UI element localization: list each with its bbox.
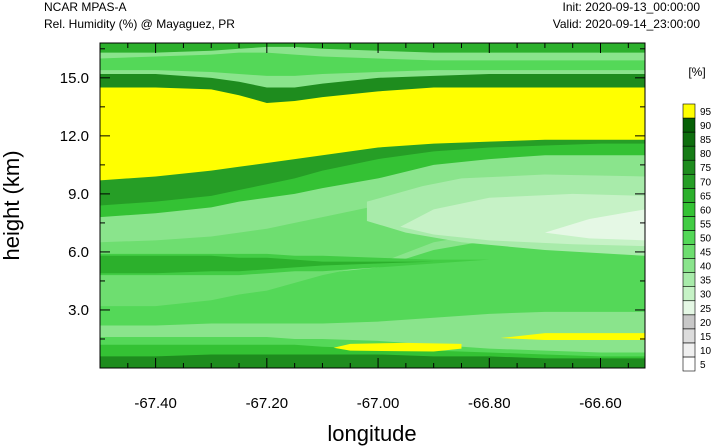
colorbar-swatch-55 (682, 216, 696, 231)
y-tick-label: 15.0 (60, 70, 89, 87)
colorbar-label: 10 (700, 346, 712, 357)
rh-band-65-9 (100, 137, 645, 206)
x-tick-label: -67.40 (134, 395, 177, 412)
y-tick-label: 6.0 (68, 244, 89, 261)
y-tick-label: 12.0 (60, 128, 89, 145)
colorbar-swatch-30 (682, 286, 696, 302)
rh-band-70-3 (100, 354, 645, 368)
colorbar-label: 40 (700, 262, 712, 273)
colorbar-swatch-60 (682, 202, 696, 217)
colorbar-swatch-75 (682, 159, 696, 175)
colorbar-swatch-10 (682, 342, 696, 358)
colorbar: 5 10 15 20 25 30 35 40 45 50 55 60 65 70 75 80 85 90 95 (682, 103, 712, 372)
y-tick-label: 3.0 (68, 302, 89, 319)
rh-band-55-7 (100, 255, 645, 274)
y-axis-title: height (km) (0, 150, 24, 260)
header-valid-time: Valid: 2020-09-14_23:00:00 (552, 17, 700, 31)
colorbar-label: 25 (700, 304, 712, 315)
colorbar-swatch-45 (682, 244, 696, 259)
rh-band-40-12 (100, 52, 645, 76)
colorbar-label: 75 (700, 163, 712, 174)
contour-field (100, 43, 645, 368)
colorbar-label: 5 (700, 360, 706, 371)
colorbar-swatch-15 (682, 328, 696, 344)
colorbar-label: 15 (700, 332, 712, 343)
x-tick-label: -66.60 (579, 395, 622, 412)
colorbar-label: 30 (700, 290, 712, 301)
colorbar-label: 65 (700, 191, 712, 202)
colorbar-swatch-90 (682, 117, 696, 133)
colorbar-swatch-80 (682, 145, 696, 161)
rh-band-95-10 (100, 85, 645, 181)
rh-patch-95-4 (500, 333, 645, 340)
colorbar-swatch-5 (682, 356, 696, 372)
rh-band-70-11 (100, 73, 645, 103)
colorbar-label: 70 (700, 177, 712, 188)
colorbar-swatch-25 (682, 300, 696, 316)
header-model-name: NCAR MPAS-A (44, 0, 127, 14)
colorbar-swatch-70 (682, 173, 696, 189)
x-axis-title: longitude (327, 421, 416, 446)
colorbar-swatch-85 (682, 131, 696, 147)
x-tick-label: -67.00 (357, 395, 400, 412)
colorbar-swatch-20 (682, 314, 696, 330)
rh-patch-95-3 (333, 342, 462, 352)
plot-frame (99, 42, 646, 369)
colorbar-swatch-65 (682, 188, 696, 203)
colorbar-swatch-40 (682, 258, 696, 273)
colorbar-swatch-95 (682, 103, 696, 119)
axis-ticks: -67.40 -67.20 -67.00 -66.80 -66.60 3.0 6.0 9.0 1… (60, 43, 645, 412)
colorbar-label: 95 (700, 107, 712, 118)
colorbar-swatch-35 (682, 272, 696, 287)
colorbar-swatch-50 (682, 230, 696, 245)
rh-band-55-13 (100, 43, 645, 53)
header-variable: Rel. Humidity (%) @ Mayaguez, PR (44, 17, 235, 31)
colorbar-label: 90 (700, 121, 712, 132)
colorbar-label: 60 (700, 205, 712, 216)
rh-band-40-4 (100, 232, 645, 326)
rh-patch-15-2 (544, 209, 645, 241)
colorbar-label: 80 (700, 149, 712, 160)
colorbar-label: 45 (700, 248, 712, 259)
colorbar-unit: [%] (688, 65, 705, 79)
colorbar-label: 20 (700, 318, 712, 329)
x-tick-label: -66.80 (468, 395, 511, 412)
colorbar-label: 35 (700, 276, 712, 287)
header-init-time: Init: 2020-09-13_00:00:00 (562, 0, 700, 14)
colorbar-label: 85 (700, 135, 712, 146)
rh-band-50-8 (100, 137, 645, 218)
colorbar-label: 55 (700, 219, 712, 230)
x-tick-label: -67.20 (246, 395, 289, 412)
colorbar-label: 50 (700, 234, 712, 245)
y-tick-label: 9.0 (68, 186, 89, 203)
